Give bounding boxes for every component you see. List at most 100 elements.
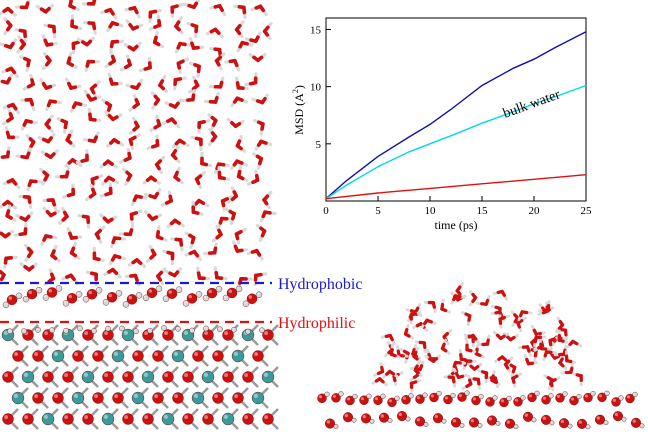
water-molecule xyxy=(19,262,38,272)
hydrogen-atom xyxy=(585,424,591,430)
water-molecule xyxy=(224,58,241,72)
hydrogen-atom xyxy=(531,417,537,423)
oxygen-atom xyxy=(415,394,425,404)
metal-atom xyxy=(81,370,95,384)
water-molecule xyxy=(184,231,196,249)
hydrogen-atom xyxy=(115,290,123,297)
interface-water-layer xyxy=(2,285,263,309)
hydrogen-atom xyxy=(49,327,55,333)
oxygen-atom xyxy=(485,397,495,407)
water-molecule xyxy=(70,14,83,31)
hydrogen-atom xyxy=(352,393,358,400)
hydrogen-atom xyxy=(380,393,386,399)
hydrogen-atom xyxy=(338,391,344,397)
water-molecule xyxy=(164,98,183,109)
hydrogen-atom xyxy=(75,291,83,298)
water-molecule xyxy=(15,211,34,222)
hydrogen-atom xyxy=(182,300,190,307)
hydrogen-atom xyxy=(477,423,483,428)
water-molecule xyxy=(125,19,144,31)
hydrogen-atom xyxy=(549,420,555,426)
water-molecule xyxy=(18,194,33,209)
water-molecule xyxy=(209,4,227,17)
water-molecule xyxy=(200,151,213,168)
oxygen-atom xyxy=(583,392,593,403)
water-molecule xyxy=(452,368,468,380)
water-molecule xyxy=(106,138,125,148)
oxygen-atom xyxy=(206,287,218,299)
water-molecule xyxy=(3,255,18,269)
hydrogen-atom xyxy=(567,423,573,429)
oxygen-atom xyxy=(401,395,411,405)
water-molecule xyxy=(92,246,105,262)
water-molecule xyxy=(236,40,254,53)
hydrogen-atom xyxy=(142,294,150,301)
oxygen-atom xyxy=(597,392,607,403)
water-molecule xyxy=(248,52,267,63)
water-molecule xyxy=(81,0,97,6)
water-molecule xyxy=(2,107,14,126)
water-molecule xyxy=(122,167,133,186)
hydrogen-atom xyxy=(576,393,582,400)
water-molecule xyxy=(188,75,200,94)
water-molecule xyxy=(118,224,135,237)
water-molecule xyxy=(162,117,181,129)
hydrogen-atom xyxy=(62,300,70,307)
oxygen-atom xyxy=(451,417,462,428)
water-molecule xyxy=(465,339,477,354)
water-molecule xyxy=(100,7,118,20)
oxygen-atom xyxy=(487,415,498,426)
water-molecule xyxy=(220,195,234,212)
hydrogen-atom xyxy=(203,325,209,332)
water-molecule xyxy=(42,198,58,212)
oxygen-atom xyxy=(397,411,408,422)
water-molecule xyxy=(380,333,396,346)
water-molecule xyxy=(207,127,218,147)
hydrogen-atom xyxy=(450,392,456,399)
water-molecule xyxy=(236,165,249,182)
hydrogen-atom xyxy=(459,423,465,428)
chart-axes-ticks: 0 5 10 15 20 25 5 10 15 xyxy=(310,24,592,217)
water-molecule xyxy=(5,204,17,222)
water-molecule xyxy=(235,134,247,153)
oxygen-atom xyxy=(102,329,114,341)
oxygen-atom xyxy=(132,350,144,362)
water-molecule xyxy=(492,330,510,341)
hydrogen-atom xyxy=(369,418,375,424)
oxygen-atom xyxy=(613,411,624,422)
water-molecule xyxy=(443,375,457,388)
water-molecule xyxy=(230,159,248,170)
oxygen-atom xyxy=(373,395,383,405)
oxygen-atom xyxy=(361,413,372,424)
water-molecule xyxy=(490,304,502,319)
hydrogen-atom xyxy=(520,395,526,401)
oxygen-atom xyxy=(152,392,164,404)
oxygen-atom xyxy=(162,371,174,383)
oxygen-atom xyxy=(202,329,214,341)
water-molecule xyxy=(253,118,265,136)
water-molecule xyxy=(542,350,557,362)
water-molecule xyxy=(461,374,473,390)
water-molecule xyxy=(506,361,517,378)
hydrogen-atom xyxy=(351,417,357,423)
water-molecule xyxy=(89,80,101,99)
water-molecule xyxy=(224,207,236,226)
water-molecule xyxy=(109,39,124,53)
hydrogen-atom xyxy=(604,390,610,396)
hydrogen-atom xyxy=(422,392,428,398)
oxygen-atom xyxy=(527,392,537,403)
water-molecule xyxy=(191,200,204,216)
water-molecule xyxy=(94,225,106,244)
water-molecule xyxy=(143,188,162,200)
water-molecule xyxy=(170,237,184,252)
water-molecule xyxy=(424,354,441,363)
oxygen-atom xyxy=(499,397,509,408)
hydrogen-atom xyxy=(95,287,103,294)
oxygen-atom xyxy=(42,371,54,383)
oxygen-atom xyxy=(232,392,244,404)
hydrogen-atom xyxy=(161,325,167,331)
water-molecule xyxy=(166,218,185,229)
water-molecule xyxy=(145,244,157,263)
water-molecule xyxy=(171,138,190,149)
